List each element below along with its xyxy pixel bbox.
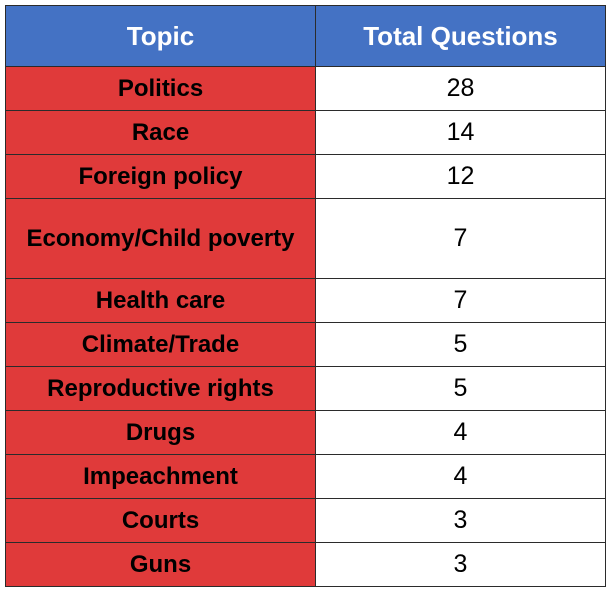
- table-row: Race 14: [5, 110, 606, 155]
- count-cell: 28: [315, 66, 606, 111]
- table-row: Foreign policy 12: [5, 154, 606, 199]
- topic-cell: Guns: [5, 542, 316, 587]
- topic-cell: Health care: [5, 278, 316, 323]
- count-cell: 7: [315, 198, 606, 279]
- topics-table: Topic Total Questions Politics 28 Race 1…: [5, 5, 606, 587]
- topic-cell: Climate/Trade: [5, 322, 316, 367]
- count-cell: 5: [315, 322, 606, 367]
- topic-cell: Impeachment: [5, 454, 316, 499]
- count-cell: 3: [315, 498, 606, 543]
- table-row: Politics 28: [5, 66, 606, 111]
- header-row: Topic Total Questions: [5, 5, 606, 67]
- topic-cell: Race: [5, 110, 316, 155]
- count-cell: 4: [315, 410, 606, 455]
- topic-cell: Foreign policy: [5, 154, 316, 199]
- table-container: Topic Total Questions Politics 28 Race 1…: [5, 5, 606, 587]
- count-cell: 3: [315, 542, 606, 587]
- count-cell: 4: [315, 454, 606, 499]
- column-header-total-questions: Total Questions: [315, 5, 606, 67]
- topic-cell: Reproductive rights: [5, 366, 316, 411]
- count-cell: 12: [315, 154, 606, 199]
- table-row: Guns 3: [5, 542, 606, 587]
- topic-cell: Courts: [5, 498, 316, 543]
- count-cell: 5: [315, 366, 606, 411]
- table-row: Climate/Trade 5: [5, 322, 606, 367]
- table-row: Health care 7: [5, 278, 606, 323]
- table-row: Impeachment 4: [5, 454, 606, 499]
- topic-cell: Politics: [5, 66, 316, 111]
- table-row: Economy/Child poverty 7: [5, 198, 606, 279]
- column-header-topic: Topic: [5, 5, 316, 67]
- table-row: Reproductive rights 5: [5, 366, 606, 411]
- table-body: Politics 28 Race 14 Foreign policy 12 Ec…: [5, 66, 606, 587]
- topic-cell: Drugs: [5, 410, 316, 455]
- topic-cell: Economy/Child poverty: [5, 198, 316, 279]
- table-row: Drugs 4: [5, 410, 606, 455]
- count-cell: 14: [315, 110, 606, 155]
- count-cell: 7: [315, 278, 606, 323]
- table-row: Courts 3: [5, 498, 606, 543]
